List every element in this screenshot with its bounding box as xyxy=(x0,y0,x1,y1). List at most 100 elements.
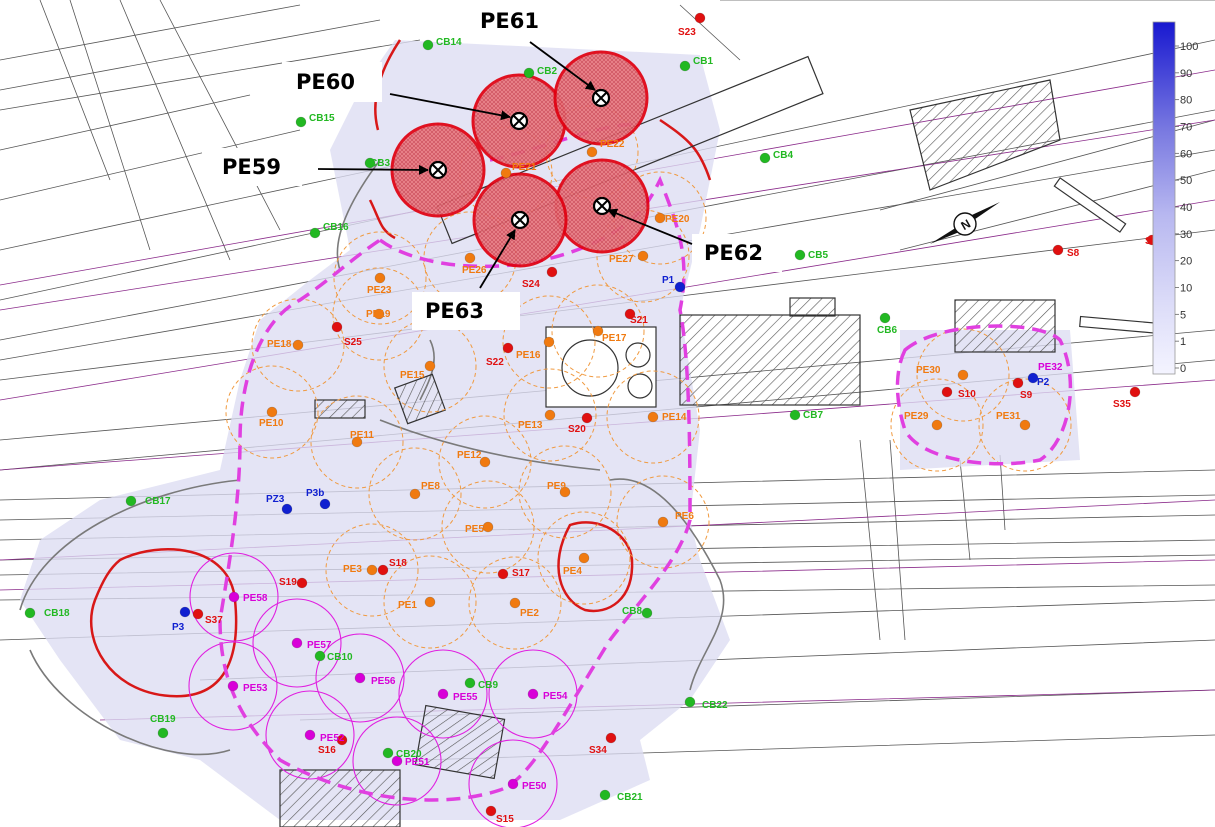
point-pe19 xyxy=(373,308,385,320)
label-pe17: PE17 xyxy=(602,333,627,344)
point-cb19 xyxy=(157,727,169,739)
radius-circle-pe27 xyxy=(596,209,690,303)
point-pe18 xyxy=(292,339,304,351)
radius-circle-pe9 xyxy=(518,445,612,539)
radius-circle-pe11 xyxy=(310,395,404,489)
radius-circle-pe14 xyxy=(606,370,700,464)
label-s22: S22 xyxy=(486,357,504,368)
radius-circle-pe18 xyxy=(251,298,345,392)
point-s19 xyxy=(296,577,308,589)
sample-points xyxy=(24,12,1158,817)
label-s9: S9 xyxy=(1020,390,1033,401)
label-cb4: CB4 xyxy=(773,150,793,161)
point-s23 xyxy=(694,12,706,24)
legend-tick-100: 100 xyxy=(1180,41,1198,53)
point-pe12 xyxy=(479,456,491,468)
label-pe58: PE58 xyxy=(243,593,268,604)
point-s10 xyxy=(941,386,953,398)
point-cb2 xyxy=(523,67,535,79)
point-cb21 xyxy=(599,789,611,801)
label-p1: P1 xyxy=(662,275,675,286)
point-s22 xyxy=(502,342,514,354)
point-pe52 xyxy=(304,729,316,741)
label-pe50: PE50 xyxy=(522,781,547,792)
point-pe8 xyxy=(409,488,421,500)
legend-tick-50: 50 xyxy=(1180,175,1192,187)
label-cb21: CB21 xyxy=(617,792,643,803)
callout-pe59: PE59 xyxy=(222,155,281,179)
label-cb2: CB2 xyxy=(537,66,557,77)
radius-circle-pe20 xyxy=(613,171,707,265)
proposed-wells xyxy=(390,50,650,268)
label-p3b: P3b xyxy=(306,488,324,499)
label-pe8: PE8 xyxy=(421,481,440,492)
proposed-well-pe62 xyxy=(554,158,650,254)
legend-tick-1: 1 xyxy=(1180,336,1186,348)
label-pe5: PE5 xyxy=(465,524,484,535)
radius-circle-pe52 xyxy=(265,690,355,780)
point-s16 xyxy=(336,734,348,746)
label-pe57: PE57 xyxy=(307,640,332,651)
point-pe27 xyxy=(637,250,649,262)
callout-pe63: PE63 xyxy=(425,299,484,323)
label-pe11: PE11 xyxy=(350,430,374,441)
callout-pe62: PE62 xyxy=(704,241,763,265)
point-pe57 xyxy=(291,637,303,649)
label-cb6: CB6 xyxy=(877,325,897,336)
callout-pe60: PE60 xyxy=(296,70,355,94)
label-s7: S7 xyxy=(1145,236,1158,247)
label-cb19: CB19 xyxy=(150,714,176,725)
radius-circle-pe10 xyxy=(225,365,319,459)
legend-tick-10: 10 xyxy=(1180,283,1192,295)
label-pe9: PE9 xyxy=(547,481,566,492)
label-cb20: CB20 xyxy=(396,749,422,760)
radius-circle-pe29 xyxy=(890,378,984,472)
label-p2: P2 xyxy=(1037,377,1050,388)
label-pe20: PE20 xyxy=(665,214,690,225)
label-s8: S8 xyxy=(1067,248,1080,259)
point-pe54 xyxy=(527,688,539,700)
point-pe31 xyxy=(1019,419,1031,431)
point-pe22 xyxy=(586,146,598,158)
radius-circle-pe50 xyxy=(468,739,558,827)
point-cb17 xyxy=(125,495,137,507)
label-pe51: PE51 xyxy=(405,757,430,768)
point-pe17 xyxy=(592,325,604,337)
point-cb8 xyxy=(641,607,653,619)
point-p2 xyxy=(1027,372,1039,384)
label-pe22: PE22 xyxy=(600,139,625,150)
radius-circle-pe55 xyxy=(398,649,488,739)
legend-tick-20: 20 xyxy=(1180,256,1192,268)
callouts: PE61 PE60 PE59 PE62 PE63 xyxy=(202,2,782,330)
label-s10: S10 xyxy=(958,389,976,400)
label-pe52: PE52 xyxy=(320,733,345,744)
point-p3b xyxy=(319,498,331,510)
label-s20: S20 xyxy=(568,424,586,435)
label-pe14: PE14 xyxy=(662,412,687,423)
point-s8 xyxy=(1052,244,1064,256)
label-cb7: CB7 xyxy=(803,410,823,421)
label-s37: S37 xyxy=(205,615,223,626)
label-cb14: CB14 xyxy=(436,37,462,48)
label-cb17: CB17 xyxy=(145,496,171,507)
label-s18: S18 xyxy=(389,558,407,569)
radius-circle-pe8 xyxy=(368,447,462,541)
point-pe15 xyxy=(424,360,436,372)
radius-circle-pe30 xyxy=(916,328,1010,422)
label-pe23: PE23 xyxy=(367,285,392,296)
label-pe10: PE10 xyxy=(259,418,284,429)
label-pz3: PZ3 xyxy=(266,494,285,505)
legend-tick-60: 60 xyxy=(1180,148,1192,160)
label-s34: S34 xyxy=(589,745,607,756)
point-pe51 xyxy=(391,755,403,767)
label-pe55: PE55 xyxy=(453,692,478,703)
radius-circle-pe31 xyxy=(978,378,1072,472)
label-pe2: PE2 xyxy=(520,608,539,619)
label-s25: S25 xyxy=(344,337,362,348)
label-s21: S21 xyxy=(630,315,648,326)
point-pe20 xyxy=(654,212,666,224)
point-s25 xyxy=(331,321,343,333)
legend-tick-30: 30 xyxy=(1180,229,1192,241)
